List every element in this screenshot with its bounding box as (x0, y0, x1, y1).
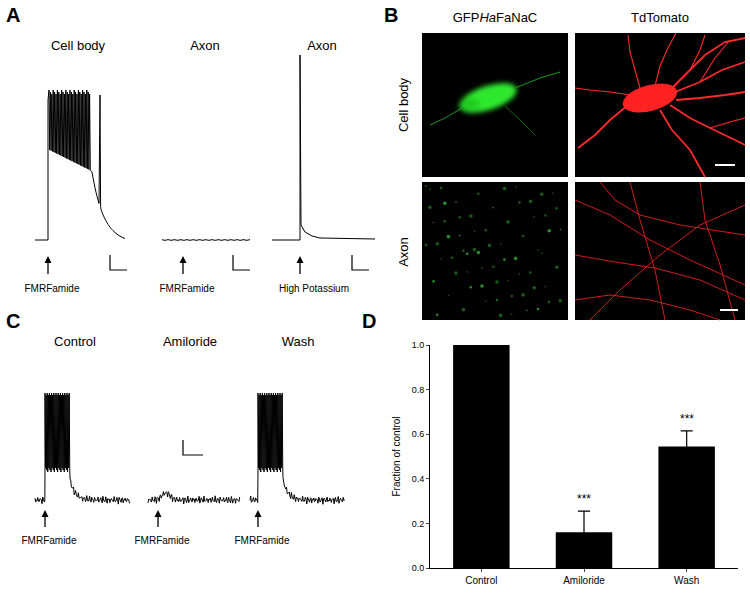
svg-text:Amiloride: Amiloride (563, 575, 605, 586)
svg-text:0.8: 0.8 (412, 385, 425, 395)
svg-text:Control: Control (465, 575, 497, 586)
svg-text:High Potassium: High Potassium (279, 283, 349, 294)
svg-text:Wash: Wash (282, 334, 315, 349)
svg-text:0.4: 0.4 (412, 474, 425, 484)
svg-text:B: B (384, 4, 398, 26)
svg-text:***: *** (577, 492, 591, 506)
svg-text:FMRFamide: FMRFamide (134, 535, 189, 546)
svg-text:Axon: Axon (190, 38, 220, 53)
svg-text:FMRFamide: FMRFamide (21, 535, 76, 546)
svg-text:Control: Control (54, 334, 96, 349)
svg-text:Wash: Wash (674, 575, 699, 586)
svg-text:TdTomato: TdTomato (631, 10, 689, 25)
svg-text:Cell body: Cell body (396, 77, 411, 132)
svg-text:1.0: 1.0 (412, 340, 425, 350)
svg-text:Axon: Axon (396, 237, 411, 267)
svg-text:C: C (6, 310, 20, 332)
svg-text:Fraction of control: Fraction of control (391, 416, 402, 496)
svg-text:FMRFamide: FMRFamide (159, 283, 214, 294)
svg-text:0.2: 0.2 (412, 519, 425, 529)
svg-text:FMRFamide: FMRFamide (24, 283, 79, 294)
svg-text:Axon: Axon (307, 38, 337, 53)
svg-text:FMRFamide: FMRFamide (234, 535, 289, 546)
svg-text:***: *** (680, 412, 694, 426)
svg-text:0.0: 0.0 (412, 563, 425, 573)
svg-text:GFPHaFaNaC: GFPHaFaNaC (453, 10, 538, 25)
svg-text:Cell body: Cell body (51, 38, 106, 53)
svg-text:A: A (6, 4, 20, 26)
svg-text:D: D (362, 310, 376, 332)
svg-text:Amiloride: Amiloride (163, 334, 217, 349)
svg-text:0.6: 0.6 (412, 429, 425, 439)
